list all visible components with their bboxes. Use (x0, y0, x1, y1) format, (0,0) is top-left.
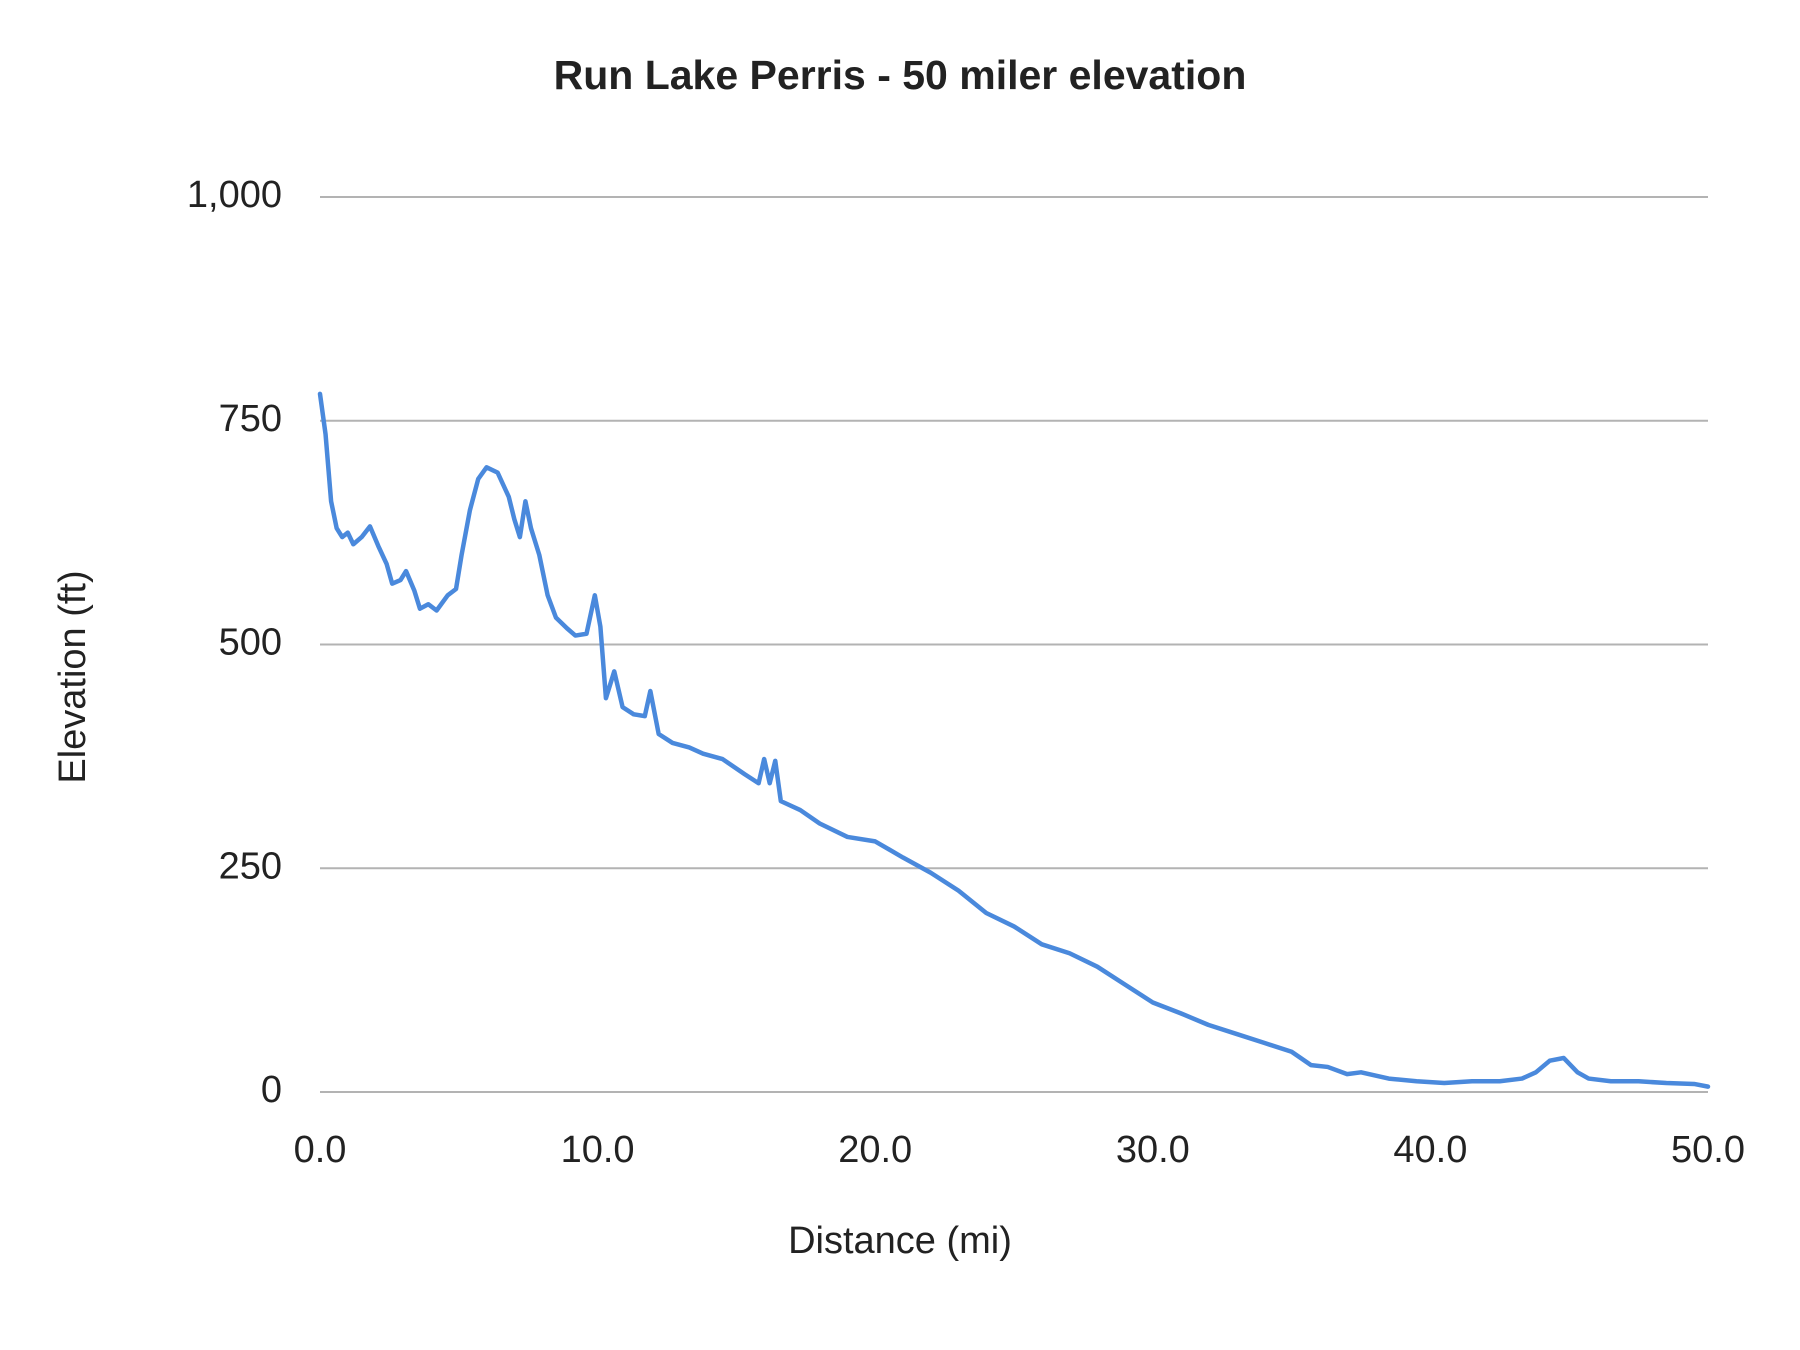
x-tick-label: 20.0 (838, 1129, 912, 1171)
y-tick-label: 250 (219, 845, 282, 887)
x-tick-label: 0.0 (294, 1129, 347, 1171)
elevation-line (317, 391, 1711, 1089)
x-tick-label: 10.0 (561, 1129, 635, 1171)
x-tick-label: 40.0 (1393, 1129, 1467, 1171)
y-axis-title: Elevation (ft) (52, 570, 94, 783)
y-tick-label: 500 (219, 622, 282, 664)
y-tick-label: 0 (261, 1069, 282, 1111)
y-tick-label: 750 (219, 398, 282, 440)
x-tick-label: 50.0 (1671, 1129, 1745, 1171)
x-axis-title: Distance (mi) (788, 1220, 1012, 1262)
x-tick-label: 30.0 (1116, 1129, 1190, 1171)
y-tick-label: 1,000 (187, 174, 282, 216)
chart-title: Run Lake Perris - 50 miler elevation (554, 52, 1247, 98)
